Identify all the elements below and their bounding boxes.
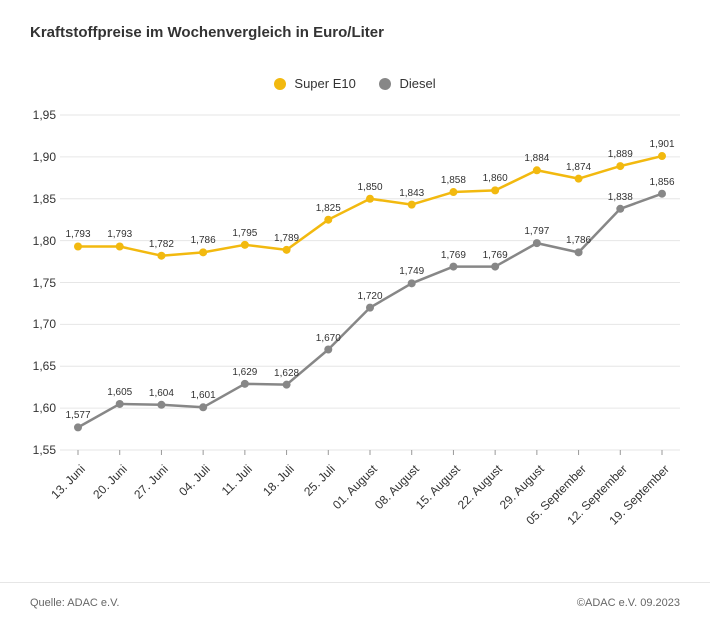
x-axis-label: 22. August bbox=[455, 462, 505, 512]
data-point-label: 1,889 bbox=[608, 149, 633, 160]
y-axis-label: 1,80 bbox=[28, 234, 56, 248]
y-axis-label: 1,95 bbox=[28, 108, 56, 122]
y-axis-label: 1,65 bbox=[28, 359, 56, 373]
source-text: Quelle: ADAC e.V. bbox=[30, 597, 119, 609]
data-point-label: 1,860 bbox=[483, 173, 508, 184]
x-axis-label: 18. Juli bbox=[260, 462, 297, 499]
y-axis-label: 1,85 bbox=[28, 192, 56, 206]
data-point-label: 1,769 bbox=[483, 250, 508, 261]
data-point-label: 1,884 bbox=[524, 153, 549, 164]
data-point-label: 1,850 bbox=[357, 182, 382, 193]
x-axis-label: 11. Juli bbox=[219, 462, 255, 498]
chart-container: Kraftstoffpreise im Wochenvergleich in E… bbox=[0, 0, 710, 623]
chart-legend: Super E10 Diesel bbox=[0, 76, 710, 93]
data-point-label: 1,901 bbox=[649, 139, 674, 150]
y-axis-label: 1,75 bbox=[28, 276, 56, 290]
y-axis-label: 1,70 bbox=[28, 317, 56, 331]
legend-dot-icon bbox=[274, 78, 286, 90]
chart-title: Kraftstoffpreise im Wochenvergleich in E… bbox=[30, 24, 384, 41]
data-point-label: 1,720 bbox=[357, 291, 382, 302]
data-point-label: 1,874 bbox=[566, 162, 591, 173]
y-axis-label: 1,60 bbox=[28, 401, 56, 415]
chart-footer: Quelle: ADAC e.V. ©ADAC e.V. 09.2023 bbox=[0, 582, 710, 623]
data-point-label: 1,604 bbox=[149, 388, 174, 399]
data-point-label: 1,858 bbox=[441, 175, 466, 186]
x-axis-label: 01. August bbox=[330, 462, 380, 512]
legend-item-diesel: Diesel bbox=[379, 76, 435, 91]
x-axis-label: 08. August bbox=[372, 462, 422, 512]
y-axis-label: 1,55 bbox=[28, 443, 56, 457]
data-point-label: 1,795 bbox=[232, 228, 257, 239]
data-point-label: 1,786 bbox=[191, 235, 216, 246]
legend-label: Diesel bbox=[399, 76, 435, 91]
data-point-label: 1,793 bbox=[65, 229, 90, 240]
x-axis-label: 20. Juni bbox=[90, 462, 130, 502]
x-axis-label: 25. Juli bbox=[301, 462, 338, 499]
legend-item-super-e10: Super E10 bbox=[274, 76, 355, 91]
data-point-label: 1,605 bbox=[107, 387, 132, 398]
data-point-label: 1,670 bbox=[316, 333, 341, 344]
y-axis-label: 1,90 bbox=[28, 150, 56, 164]
x-axis-label: 04. Juli bbox=[176, 462, 213, 499]
data-point-label: 1,843 bbox=[399, 188, 424, 199]
data-point-label: 1,749 bbox=[399, 266, 424, 277]
copyright-text: ©ADAC e.V. 09.2023 bbox=[577, 597, 680, 609]
data-point-label: 1,577 bbox=[65, 410, 90, 421]
data-point-label: 1,769 bbox=[441, 250, 466, 261]
data-point-label: 1,782 bbox=[149, 239, 174, 250]
data-point-label: 1,789 bbox=[274, 233, 299, 244]
data-point-label: 1,629 bbox=[232, 367, 257, 378]
data-point-label: 1,825 bbox=[316, 203, 341, 214]
data-point-label: 1,793 bbox=[107, 229, 132, 240]
x-axis-label: 27. Juni bbox=[132, 462, 172, 502]
data-point-label: 1,838 bbox=[608, 192, 633, 203]
data-point-label: 1,786 bbox=[566, 235, 591, 246]
data-point-label: 1,628 bbox=[274, 368, 299, 379]
data-point-label: 1,797 bbox=[524, 226, 549, 237]
data-point-label: 1,601 bbox=[191, 390, 216, 401]
data-point-label: 1,856 bbox=[649, 177, 674, 188]
legend-label: Super E10 bbox=[294, 76, 355, 91]
legend-dot-icon bbox=[379, 78, 391, 90]
x-axis-label: 13. Juni bbox=[48, 462, 88, 502]
